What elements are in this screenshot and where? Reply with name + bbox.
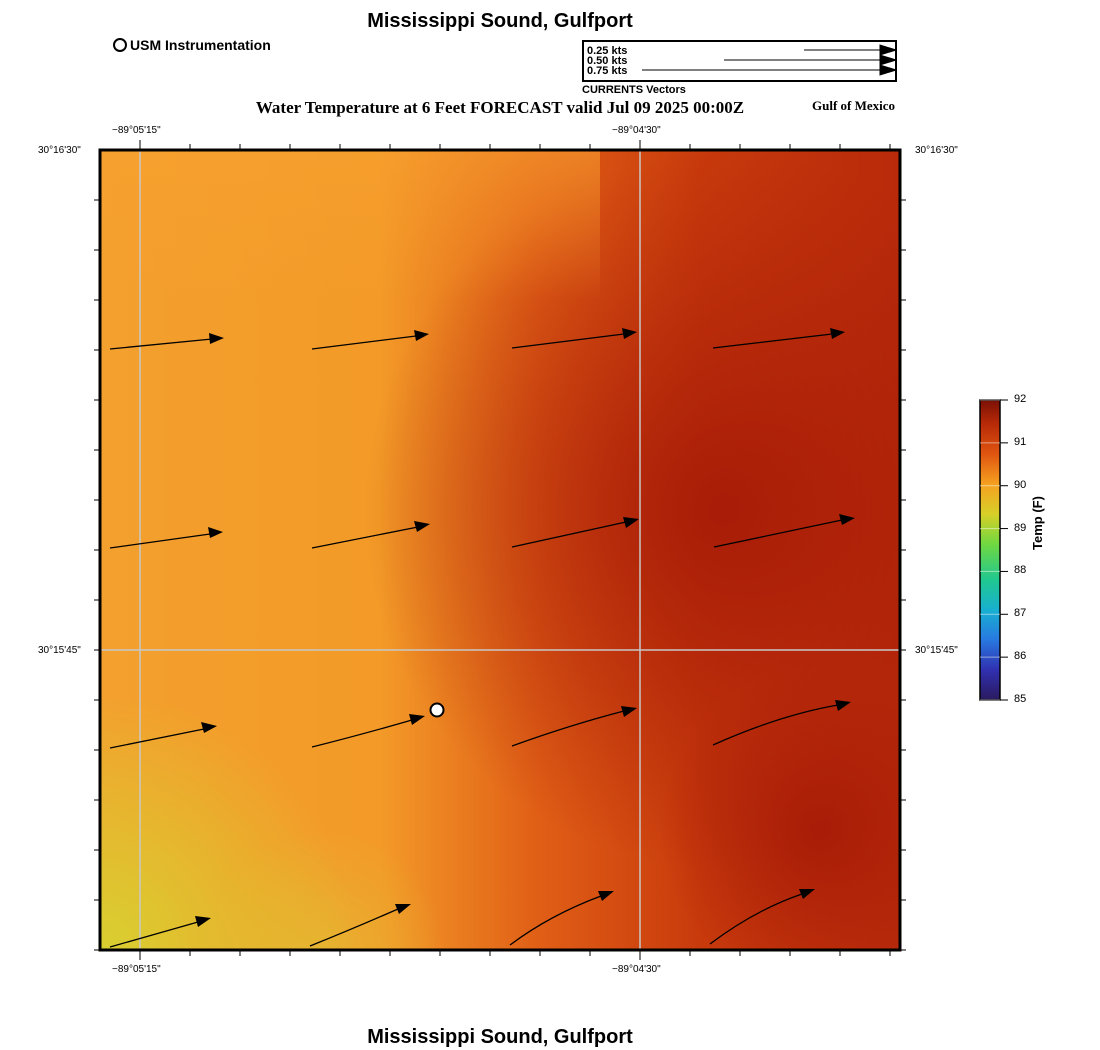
current-vector [311,335,417,350]
current-vector [311,526,419,549]
lon-label-bottom-right: −89°04'30" [612,964,661,975]
arrow-head-icon [879,54,895,66]
arrow-head-icon [414,330,429,341]
colorbar-tick-label: 90 [1014,478,1027,491]
colorbar-tick-label: 87 [1014,607,1027,620]
vector-scale-box: 0.25 kts 0.50 kts 0.75 kts [582,40,897,82]
region-label: Gulf of Mexico [812,98,896,113]
current-vector [709,893,803,945]
current-vector [109,728,205,749]
arrow-head-icon [839,514,855,525]
arrow-head-icon [799,889,815,899]
arrow-head-icon [835,700,851,711]
colorbar-tick-label: 89 [1014,521,1027,534]
lat-label-right-mid: 30°15'45" [915,645,958,656]
map-subtitle: Water Temperature at 6 Feet FORECAST val… [255,98,745,117]
usm-legend: USM Instrumentation [113,37,271,53]
colorbar-title: Temp (F) [1030,496,1045,550]
current-vector [511,333,625,349]
vector-scale-label: 0.75 kts [587,65,628,77]
vector-scale-label: 0.50 kts [587,55,628,67]
footer-title: Mississippi Sound, Gulfport [367,1026,633,1048]
current-vector [109,921,199,948]
current-vector [109,338,213,350]
arrow-head-icon [409,714,425,725]
map-title: Mississippi Sound, Gulfport [367,10,633,32]
lat-label-left-top: 30°16'30" [38,145,81,156]
usm-legend-label: USM Instrumentation [130,37,271,53]
current-vector [509,895,602,946]
arrow-head-icon [621,706,637,717]
lon-label-bottom-left: −89°05'15" [112,964,161,975]
frame-ticks [94,140,906,960]
usm-station-marker[interactable] [429,702,445,718]
arrow-head-icon [879,44,895,56]
current-vectors [109,333,843,948]
colorbar [979,399,1001,701]
current-vector [309,908,399,947]
lon-label-top-left: −89°05'15" [112,125,161,136]
station-circle-icon [113,38,127,52]
graticule [100,150,900,950]
arrow-head-icon [395,904,411,914]
current-vector [712,704,839,746]
arrow-head-icon [209,333,224,344]
arrow-head-icon [879,64,895,76]
arrow-head-icon [622,328,637,339]
arrow-head-icon [195,916,211,927]
current-vector [311,719,413,748]
lat-label-right-top: 30°16'30" [915,145,958,156]
arrow-head-icon [201,722,217,733]
arrow-head-icon [623,517,639,528]
lat-label-left-mid: 30°15'45" [38,645,81,656]
colorbar-tick-label: 91 [1014,435,1027,448]
current-arrowheads [195,328,855,927]
current-vector [713,519,843,548]
colorbar-tick-label: 88 [1014,564,1027,577]
colorbar-ticks [980,399,1008,701]
colorbar-tick-label: 86 [1014,650,1027,663]
colorbar-tick-label: 92 [1014,393,1027,405]
vector-caption: CURRENTS Vectors [582,84,686,96]
current-vector [511,710,625,747]
colorbar-tick-label: 85 [1014,693,1027,705]
arrow-head-icon [830,328,845,339]
arrow-head-icon [414,521,430,532]
current-vector [109,533,211,549]
lon-label-top-right: −89°04'30" [612,125,661,136]
arrow-head-icon [208,527,223,538]
vector-scale-label: 0.25 kts [587,45,628,57]
vector-scale-arrows [642,44,895,76]
current-vector [511,521,627,548]
arrow-head-icon [598,891,614,901]
current-vector [712,333,833,349]
temperature-field [100,150,900,950]
